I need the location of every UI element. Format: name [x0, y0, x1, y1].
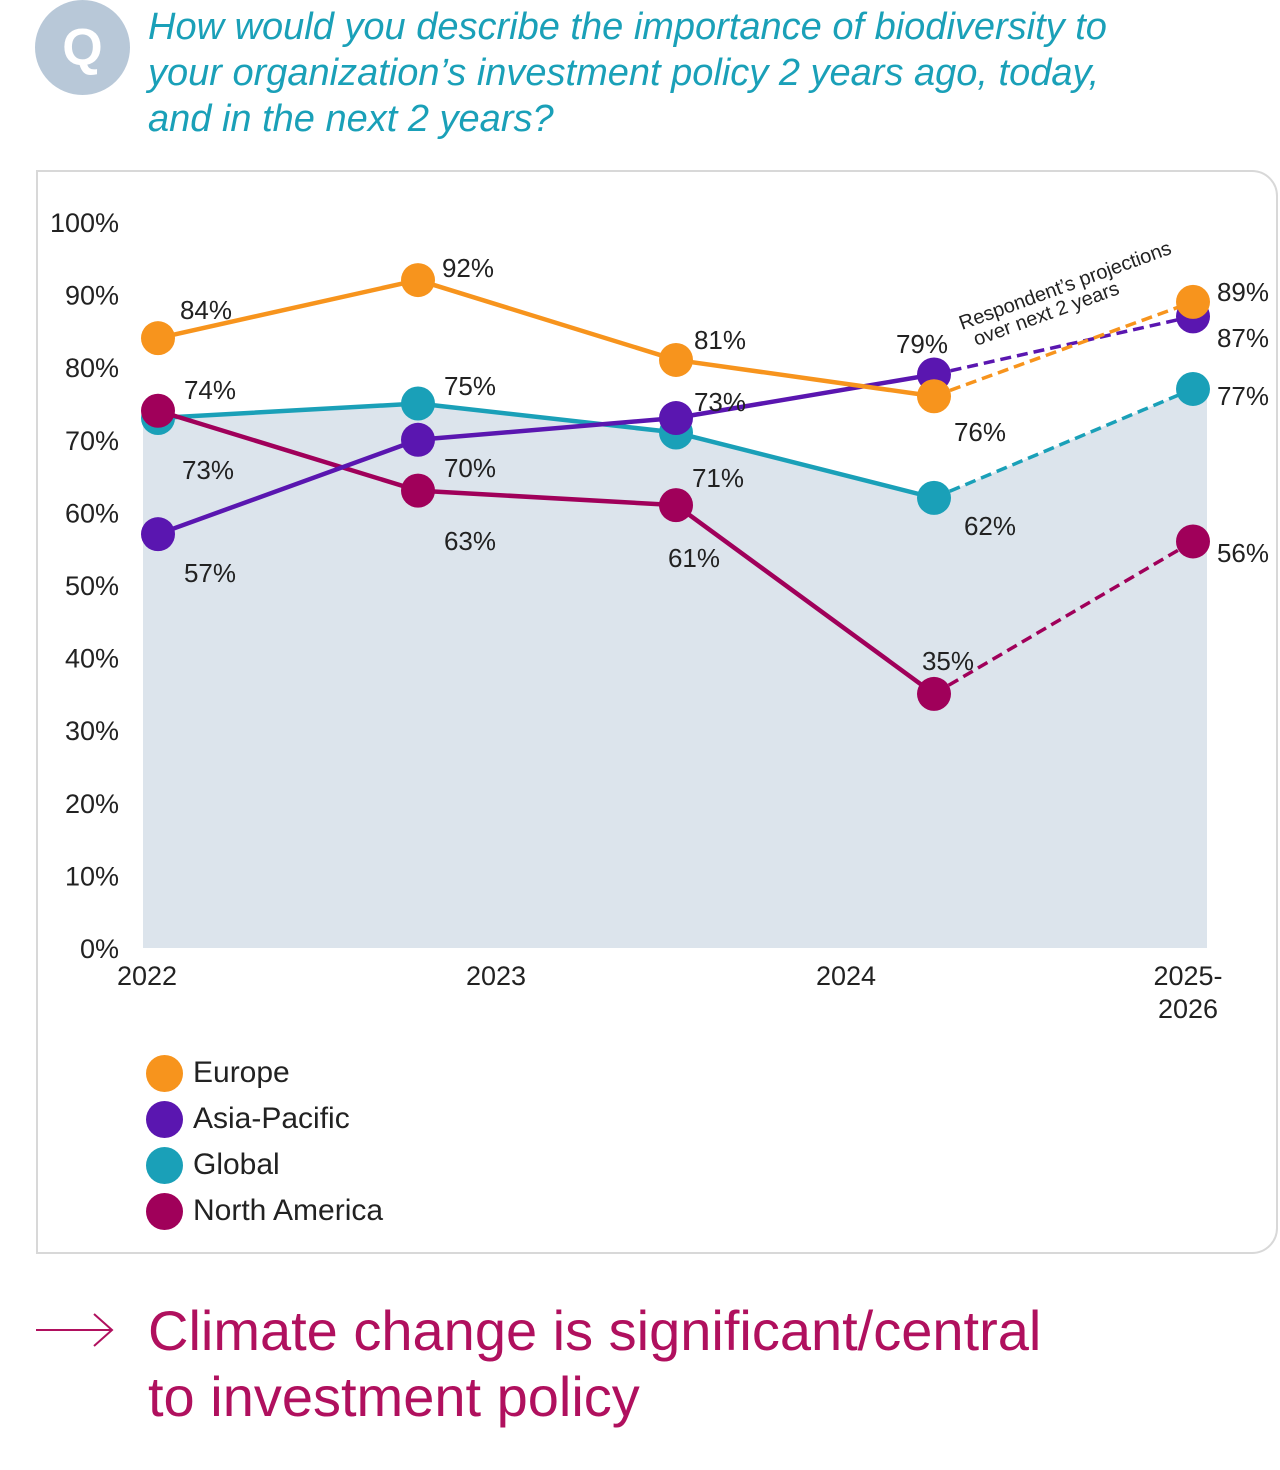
- projection-line-asia-pacific: [933, 314, 1194, 377]
- chart-legend: Europe Asia-Pacific Global North America: [146, 1050, 383, 1234]
- legend-item-europe: Europe: [146, 1050, 383, 1096]
- footer-line-1: Climate change is significant/central: [148, 1299, 1042, 1362]
- legend-label-asia-pacific: Asia-Pacific: [193, 1102, 350, 1135]
- y-tick-label: 50%: [65, 571, 119, 601]
- legend-dot-europe: [146, 1054, 183, 1092]
- data-point-europe: [917, 379, 951, 414]
- data-point-north-america: [917, 676, 951, 711]
- y-tick-label: 30%: [65, 716, 119, 746]
- question-line-1: How would you describe the importance of…: [148, 6, 1107, 48]
- y-tick-label: 40%: [65, 644, 119, 674]
- data-label-global: 77%: [1217, 381, 1269, 411]
- x-tick-label: 2022: [117, 961, 177, 991]
- x-tick-label: 2025-2026: [1153, 961, 1222, 1024]
- data-point-asia-pacific: [141, 517, 175, 552]
- projection-line-global: [933, 387, 1194, 500]
- legend-dot-north-america: [146, 1192, 183, 1230]
- y-tick-label: 10%: [65, 861, 119, 891]
- data-point-asia-pacific: [401, 422, 435, 457]
- data-point-europe: [401, 263, 435, 298]
- chart-panel: [36, 170, 1278, 1254]
- y-tick-label: 70%: [65, 426, 119, 456]
- legend-label-europe: Europe: [193, 1056, 290, 1089]
- data-label-north-america: 61%: [668, 543, 720, 573]
- data-label-asia-pacific: 57%: [184, 558, 236, 588]
- question-badge: Q: [35, 0, 130, 95]
- footer-statement: Climate change is significant/central to…: [148, 1298, 1148, 1430]
- x-tick-label: 2024: [816, 961, 876, 991]
- series-line-north-america: [157, 408, 936, 696]
- legend-dot-global: [146, 1146, 183, 1184]
- data-label-asia-pacific: 87%: [1217, 323, 1269, 353]
- data-label-global: 62%: [964, 511, 1016, 541]
- series-line-asia-pacific: [157, 372, 935, 537]
- legend-item-asia-pacific: Asia-Pacific: [146, 1096, 383, 1142]
- global-area-fill: [143, 388, 1207, 949]
- y-tick-label: 20%: [65, 789, 119, 819]
- data-label-north-america: 56%: [1217, 538, 1269, 568]
- projection-line-europe: [933, 300, 1194, 398]
- arrow-right-icon: [36, 1313, 114, 1347]
- projection-note: Respondent’s projectionsover next 2 year…: [956, 237, 1181, 353]
- data-point-north-america: [1176, 524, 1210, 559]
- data-label-asia-pacific: 73%: [694, 387, 746, 417]
- data-label-europe: 76%: [954, 417, 1006, 447]
- data-point-asia-pacific: [659, 401, 693, 436]
- legend-item-north-america: North America: [146, 1188, 383, 1234]
- data-label-global: 73%: [182, 455, 234, 485]
- legend-dot-asia-pacific: [146, 1100, 183, 1138]
- data-label-europe: 92%: [442, 253, 494, 283]
- legend-label-north-america: North America: [193, 1194, 384, 1227]
- data-point-global: [917, 480, 951, 515]
- series-line-europe: [157, 277, 935, 399]
- question-line-3: and in the next 2 years?: [148, 98, 554, 140]
- footer-line-2: to investment policy: [148, 1365, 640, 1428]
- legend-item-global: Global: [146, 1142, 383, 1188]
- y-tick-label: 80%: [65, 353, 119, 383]
- legend-label-global: Global: [193, 1148, 280, 1181]
- data-point-north-america: [401, 473, 435, 508]
- data-label-north-america: 63%: [444, 526, 496, 556]
- y-tick-label: 0%: [80, 934, 119, 964]
- data-label-asia-pacific: 79%: [896, 329, 948, 359]
- data-point-north-america: [141, 393, 175, 428]
- data-label-asia-pacific: 70%: [444, 453, 496, 483]
- y-tick-label: 100%: [50, 208, 119, 238]
- series-line-global: [157, 401, 935, 501]
- x-tick-label: 2023: [466, 961, 526, 991]
- data-label-europe: 84%: [180, 295, 232, 325]
- data-point-europe: [1176, 284, 1210, 319]
- question-line-2: your organization’s investment policy 2 …: [148, 52, 1100, 94]
- data-point-europe: [659, 342, 693, 377]
- data-label-europe: 89%: [1217, 277, 1269, 307]
- data-label-north-america: 35%: [922, 646, 974, 676]
- line-chart: 0% 10% 20% 30% 40% 50% 60% 70% 80% 90% 100% 2022 202…: [50, 208, 1269, 1024]
- data-point-north-america: [659, 488, 693, 523]
- data-label-global: 75%: [444, 371, 496, 401]
- data-label-global: 71%: [692, 463, 744, 493]
- y-tick-label: 60%: [65, 498, 119, 528]
- data-label-europe: 81%: [694, 325, 746, 355]
- data-label-north-america: 74%: [184, 375, 236, 405]
- data-point-europe: [141, 321, 175, 356]
- y-tick-label: 90%: [65, 281, 119, 311]
- data-point-global: [1176, 371, 1210, 406]
- data-point-global: [401, 386, 435, 421]
- question-text: How would you describe the importance of…: [148, 4, 1148, 142]
